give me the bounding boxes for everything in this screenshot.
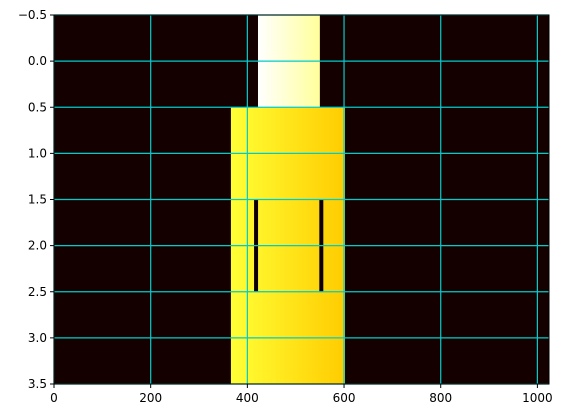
x-tick-label: 800 xyxy=(429,391,452,405)
y-tick-label: −0.5 xyxy=(18,8,47,22)
x-tick-label: 200 xyxy=(139,391,162,405)
x-tick-label: 1000 xyxy=(522,391,553,405)
y-tick-label: 3.5 xyxy=(28,377,47,391)
x-tick-label: 0 xyxy=(50,391,58,405)
y-axis: −0.5 0.0 0.5 1.0 1.5 2.0 2.5 3.0 3.5 xyxy=(18,8,54,391)
y-tick-label: 0.0 xyxy=(28,54,47,68)
y-tick-label: 2.5 xyxy=(28,285,47,299)
x-tick-label: 600 xyxy=(333,391,356,405)
x-tick-label: 400 xyxy=(236,391,259,405)
y-tick-label: 1.0 xyxy=(28,146,47,160)
y-tick-label: 1.5 xyxy=(28,193,47,207)
x-axis: 0 200 400 600 800 1000 xyxy=(50,384,553,405)
y-tick-label: 2.0 xyxy=(28,239,47,253)
y-tick-label: 0.5 xyxy=(28,100,47,114)
y-tick-label: 3.0 xyxy=(28,331,47,345)
